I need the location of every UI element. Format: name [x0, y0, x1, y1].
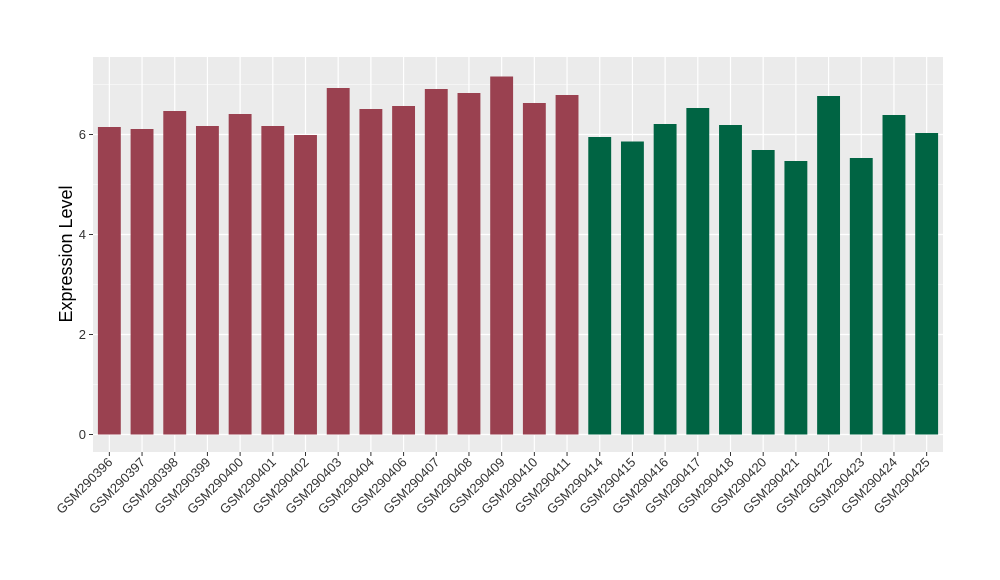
bar-GSM290398 [163, 111, 187, 435]
y-tick-label: 4 [79, 227, 86, 242]
bar-GSM290423 [849, 158, 873, 435]
bar-GSM290407 [424, 89, 448, 435]
plot-panel [93, 57, 943, 452]
bar-GSM290420 [751, 150, 775, 435]
bar-GSM290417 [686, 108, 710, 435]
bars [97, 76, 939, 435]
bar-GSM290416 [653, 124, 677, 435]
bar-GSM290422 [817, 96, 841, 435]
bar-GSM290415 [620, 141, 644, 435]
bar-GSM290421 [784, 161, 808, 435]
y-axis: 0 2 4 6 [79, 127, 93, 442]
bar-GSM290410 [522, 103, 546, 435]
bar-GSM290401 [261, 126, 285, 435]
bar-GSM290418 [719, 125, 742, 435]
bar-GSM290399 [195, 126, 219, 435]
x-axis: GSM290396GSM290397GSM290398GSM290399GSM2… [53, 452, 933, 517]
bar-GSM290404 [359, 109, 383, 435]
bar-GSM290397 [130, 129, 154, 435]
bar-GSM290411 [555, 95, 579, 435]
bar-GSM290400 [228, 114, 252, 435]
bar-GSM290414 [588, 137, 612, 435]
y-tick-label: 6 [79, 127, 86, 142]
bar-GSM290408 [457, 93, 481, 435]
bar-GSM290424 [882, 115, 906, 435]
y-tick-label: 0 [79, 427, 86, 442]
bar-GSM290402 [294, 135, 317, 435]
bar-GSM290396 [97, 127, 121, 435]
bar-GSM290409 [490, 76, 514, 435]
y-axis-title: Expression Level [56, 185, 76, 322]
bar-GSM290403 [326, 88, 350, 435]
bar-GSM290406 [392, 106, 416, 435]
y-tick-label: 2 [79, 327, 86, 342]
bar-GSM290425 [915, 133, 939, 435]
